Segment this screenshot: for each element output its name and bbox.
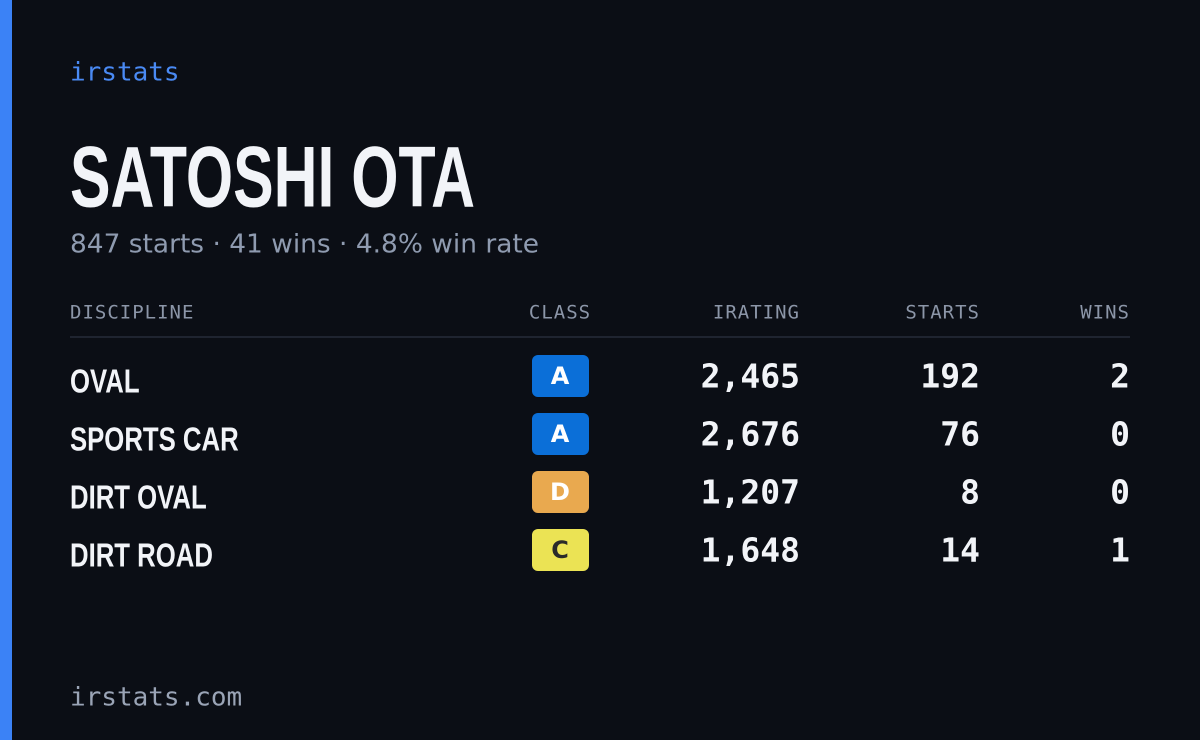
class-letter: A (551, 420, 570, 448)
footer: irstats.com (70, 683, 242, 713)
column-header: WINS (1080, 302, 1130, 324)
starts: 14 (940, 531, 980, 570)
discipline-wrap: DIRT OVAL (70, 480, 207, 517)
column-header: STARTS (905, 302, 980, 324)
irating: 1,648 (701, 531, 800, 570)
discipline-wrap: OVAL (70, 364, 140, 401)
class-letter: D (550, 478, 570, 506)
discipline: OVAL (70, 364, 140, 401)
wins: 2 (1110, 357, 1130, 396)
class-badge (532, 529, 589, 571)
wins: 1 (1110, 531, 1130, 570)
accent-bar (0, 0, 12, 740)
wins: 0 (1110, 415, 1130, 454)
wins: 0 (1110, 473, 1130, 512)
class-letter: A (551, 362, 570, 390)
driver-name: SATOSHI OTA (70, 130, 475, 226)
irating: 2,465 (701, 357, 800, 396)
irating: 2,676 (701, 415, 800, 454)
starts: 8 (960, 473, 980, 512)
brand: irstats (70, 58, 180, 88)
discipline-wrap: SPORTS CAR (70, 422, 239, 459)
column-header: CLASS (529, 302, 591, 324)
column-header: IRATING (713, 302, 800, 324)
starts: 192 (920, 357, 980, 396)
class-letter: C (551, 536, 569, 564)
irating: 1,207 (701, 473, 800, 512)
driver-summary: 847 starts · 41 wins · 4.8% win rate (70, 230, 539, 260)
starts: 76 (940, 415, 980, 454)
class-badge (532, 413, 589, 455)
discipline: SPORTS CAR (70, 422, 239, 459)
class-badge (532, 471, 589, 513)
discipline: DIRT OVAL (70, 480, 207, 517)
column-header: DISCIPLINE (70, 302, 194, 324)
discipline: DIRT ROAD (70, 538, 213, 575)
discipline-wrap: DIRT ROAD (70, 538, 213, 575)
class-badge (532, 355, 589, 397)
